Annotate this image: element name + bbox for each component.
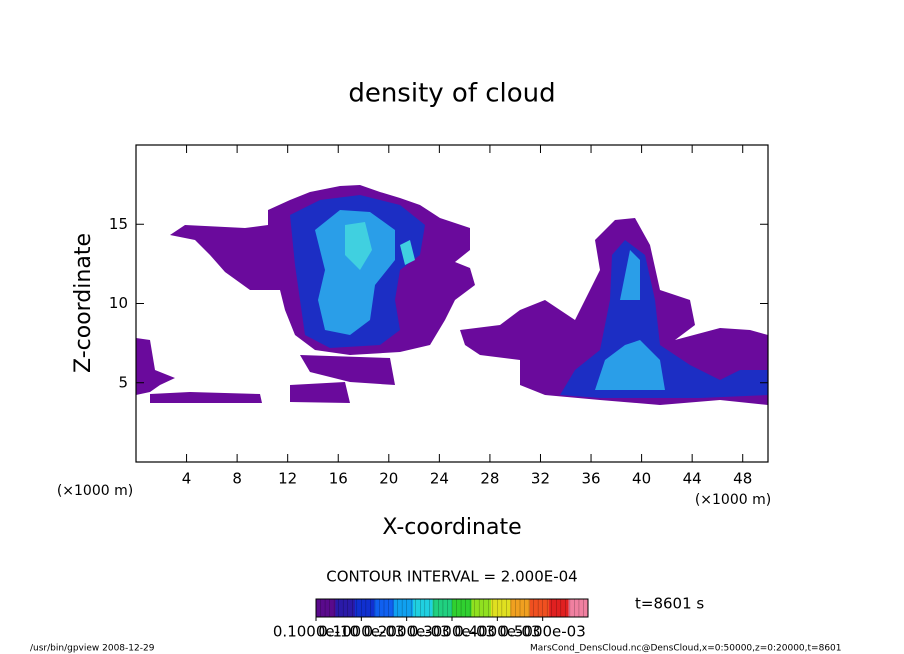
x-tick-label: 8 (232, 470, 242, 488)
x-tick-label: 12 (278, 470, 297, 488)
colorbar-cell (490, 599, 511, 617)
colorbar-tick-label: 0.1000e-03 (318, 623, 404, 641)
cloud-region (136, 338, 395, 403)
colorbar-cell (432, 599, 453, 617)
y-tick-label: 5 (118, 373, 128, 391)
x-tick-label: 24 (430, 470, 449, 488)
x-tick-label: 40 (632, 470, 651, 488)
x-tick-label: 32 (531, 470, 550, 488)
x-axis-label: X-coordinate (382, 515, 521, 540)
colorbar-cell (549, 599, 569, 617)
chart-title: density of cloud (348, 79, 555, 109)
colorbar-cell (413, 599, 433, 617)
cloud-field (136, 185, 768, 405)
colorbar-cell (335, 599, 356, 617)
x-tick-label: 48 (733, 470, 752, 488)
x-tick-label: 4 (182, 470, 192, 488)
x-unit: (×1000 m) (695, 492, 771, 508)
colorbar-tick-label: 0.4000e-03 (454, 623, 540, 641)
colorbar-cell (471, 599, 492, 617)
colorbar-cell (568, 599, 589, 617)
cloud-region (345, 222, 415, 270)
colorbar-tick-label: 0.1000e-10 (273, 623, 359, 641)
time-label: t=8601 s (635, 595, 704, 613)
colorbar-cell (452, 599, 472, 617)
x-tick-label: 44 (683, 470, 702, 488)
x-unit: (×1000 m) (57, 483, 133, 499)
colorbar-cell (393, 599, 414, 617)
colorbar-tick-label: 0.3000e-03 (409, 623, 495, 641)
colorbar-cell (316, 599, 336, 617)
x-tick-label: 16 (329, 470, 348, 488)
contour-interval: CONTOUR INTERVAL = 2.000E-04 (326, 568, 577, 586)
colorbar-cell (529, 599, 550, 617)
colorbar-tick-label: 0.5000e-03 (500, 623, 586, 641)
x-tick-label: 20 (379, 470, 398, 488)
footer: MarsCond_DensCloud.nc@DensCloud,x=0:5000… (530, 644, 842, 654)
colorbar-tick-label: 0.2000e-03 (364, 623, 450, 641)
y-tick-label: 15 (109, 215, 128, 233)
y-tick-label: 10 (109, 294, 128, 312)
x-tick-label: 36 (581, 470, 600, 488)
colorbar-cell (354, 599, 375, 617)
x-tick-label: 28 (480, 470, 499, 488)
footer: /usr/bin/gpview 2008-12-29 (30, 644, 155, 654)
y-axis-label: Z-coordinate (71, 233, 96, 373)
